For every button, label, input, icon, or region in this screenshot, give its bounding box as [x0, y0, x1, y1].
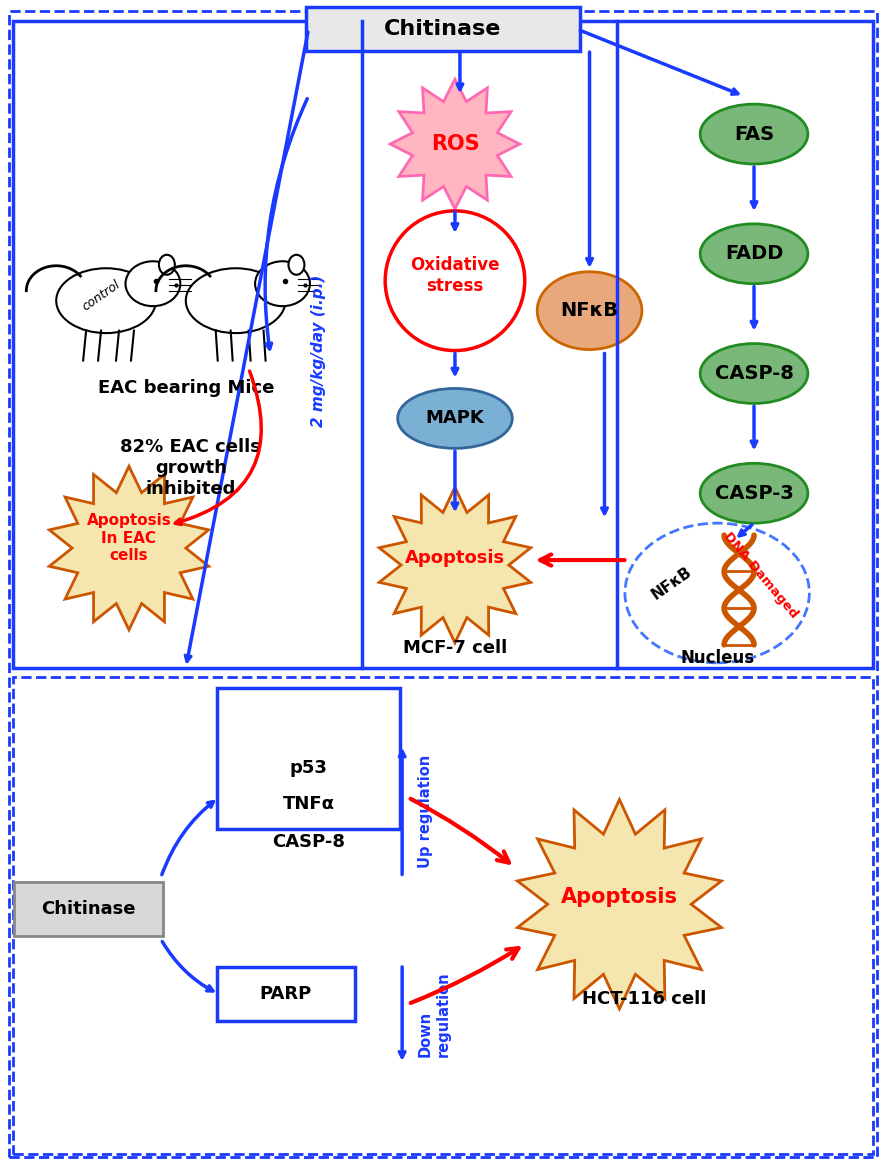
- Ellipse shape: [289, 255, 305, 275]
- Text: CASP-3: CASP-3: [715, 483, 793, 503]
- Text: FADD: FADD: [725, 245, 783, 263]
- FancyBboxPatch shape: [217, 688, 400, 830]
- Text: Up regulation: Up regulation: [418, 755, 433, 868]
- Polygon shape: [517, 799, 721, 1009]
- Text: Apoptosis
In EAC
cells: Apoptosis In EAC cells: [87, 514, 171, 563]
- Text: TNFα: TNFα: [283, 796, 334, 813]
- Ellipse shape: [255, 261, 310, 307]
- Ellipse shape: [186, 268, 285, 333]
- Ellipse shape: [398, 388, 512, 448]
- Circle shape: [385, 211, 525, 351]
- Ellipse shape: [700, 344, 808, 404]
- Text: p53: p53: [290, 758, 327, 777]
- Text: MCF-7 cell: MCF-7 cell: [403, 639, 507, 656]
- Text: ROS: ROS: [431, 135, 479, 154]
- Text: Chitinase: Chitinase: [41, 900, 136, 918]
- Text: CASP-8: CASP-8: [715, 364, 794, 383]
- Text: Down
regulation: Down regulation: [418, 971, 450, 1057]
- Text: DNA Damaged: DNA Damaged: [721, 530, 801, 620]
- Ellipse shape: [700, 223, 808, 283]
- Text: Chitinase: Chitinase: [385, 20, 501, 40]
- Ellipse shape: [126, 261, 181, 307]
- Polygon shape: [379, 487, 531, 642]
- Polygon shape: [390, 80, 520, 209]
- Text: control: control: [80, 278, 122, 314]
- Ellipse shape: [700, 104, 808, 164]
- Ellipse shape: [625, 523, 809, 663]
- Polygon shape: [50, 467, 209, 629]
- Text: Oxidative
stress: Oxidative stress: [410, 256, 500, 295]
- Ellipse shape: [159, 255, 175, 275]
- FancyBboxPatch shape: [217, 968, 355, 1021]
- Ellipse shape: [537, 271, 641, 350]
- Text: NFκB: NFκB: [561, 301, 618, 321]
- Text: EAC bearing Mice: EAC bearing Mice: [97, 379, 274, 398]
- Text: MAPK: MAPK: [425, 410, 485, 427]
- Text: 2 mg/kg/day (i.p.): 2 mg/kg/day (i.p.): [311, 275, 326, 427]
- FancyBboxPatch shape: [14, 882, 163, 936]
- Text: FAS: FAS: [734, 124, 774, 144]
- Text: Apoptosis: Apoptosis: [405, 549, 505, 567]
- Text: Nucleus: Nucleus: [680, 649, 754, 667]
- Text: HCT-116 cell: HCT-116 cell: [582, 990, 706, 1009]
- Text: 82% EAC cells
growth
inhibited: 82% EAC cells growth inhibited: [120, 439, 261, 498]
- Text: NFκB: NFκB: [649, 564, 695, 603]
- FancyBboxPatch shape: [307, 7, 579, 51]
- Text: CASP-8: CASP-8: [272, 833, 345, 852]
- Ellipse shape: [700, 463, 808, 523]
- Ellipse shape: [56, 268, 156, 333]
- Text: PARP: PARP: [260, 985, 312, 1003]
- Text: Apoptosis: Apoptosis: [561, 887, 678, 907]
